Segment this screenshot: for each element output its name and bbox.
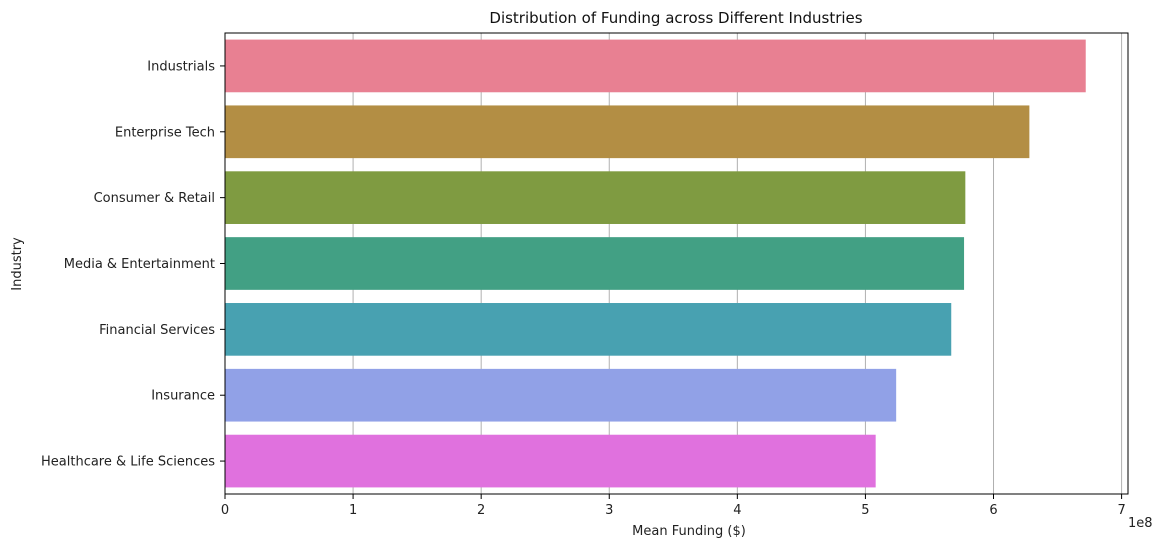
x-tick-label: 1 xyxy=(349,503,357,518)
bar xyxy=(225,368,897,422)
y-tick-label: Insurance xyxy=(151,389,215,404)
bar xyxy=(225,434,876,488)
bar xyxy=(225,303,952,356)
x-tick-label: 6 xyxy=(989,503,997,518)
bar xyxy=(225,105,1030,159)
x-tick-label: 0 xyxy=(221,503,229,518)
x-tick-label: 2 xyxy=(477,503,485,518)
y-axis-title: Industry xyxy=(10,237,25,291)
bars xyxy=(225,39,1086,488)
x-tick-label: 5 xyxy=(861,503,869,518)
chart-title: Distribution of Funding across Different… xyxy=(489,9,862,27)
y-tick-label: Media & Entertainment xyxy=(64,257,215,272)
x-axis-offset-label: 1e8 xyxy=(1128,516,1153,531)
y-tick-label: Enterprise Tech xyxy=(115,125,215,140)
y-tick-label: Healthcare & Life Sciences xyxy=(41,455,215,470)
y-tick-labels: Industrials Enterprise Tech Consumer & Ret… xyxy=(41,59,225,470)
y-tick-label: Industrials xyxy=(147,59,215,74)
bar xyxy=(225,39,1086,93)
x-tick-label: 3 xyxy=(605,503,613,518)
x-tick-labels: 0 1 2 3 4 5 6 7 xyxy=(221,494,1126,518)
x-tick-label: 7 xyxy=(1117,503,1125,518)
bar xyxy=(225,237,965,290)
bar xyxy=(225,171,966,224)
y-tick-label: Consumer & Retail xyxy=(94,191,215,206)
y-tick-label: Financial Services xyxy=(99,323,215,338)
x-tick-label: 4 xyxy=(733,503,741,518)
x-axis-title: Mean Funding ($) xyxy=(632,524,746,539)
